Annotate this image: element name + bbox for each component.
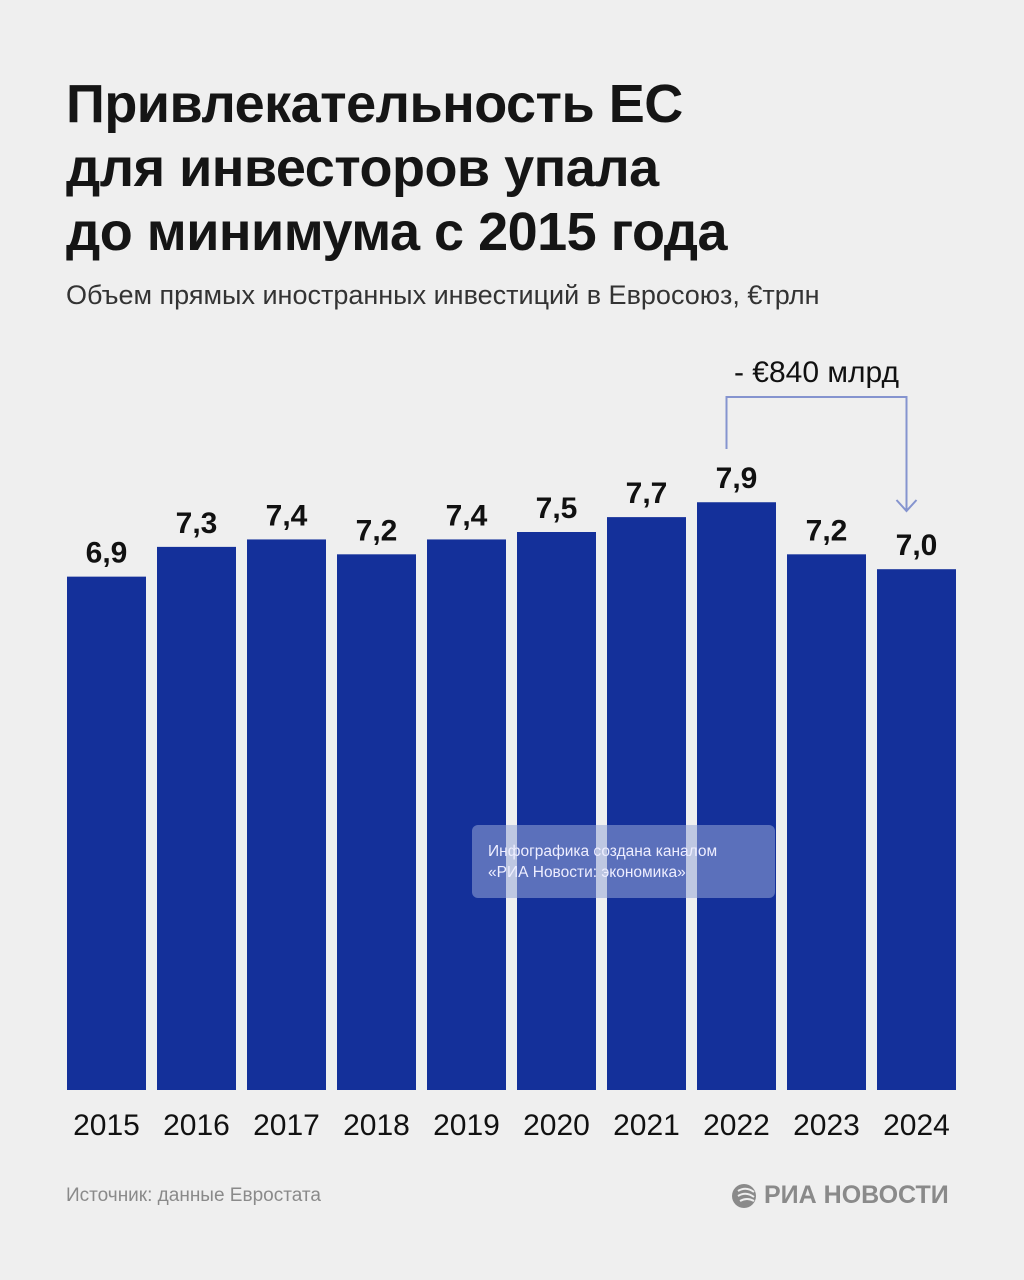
value-label: 7,5: [536, 492, 578, 525]
logo-text: РИА НОВОСТИ: [764, 1181, 949, 1209]
value-label: 7,0: [896, 529, 938, 562]
annotation-bracket: [725, 396, 908, 510]
value-label: 6,9: [86, 537, 128, 570]
bar: [517, 532, 596, 1090]
watermark-line: «РИА Новости: экономика»: [488, 864, 686, 881]
bar: [157, 546, 236, 1090]
value-label: 7,4: [446, 499, 488, 532]
x-tick-label: 2020: [523, 1109, 590, 1142]
annotation-label: - €840 млрд: [734, 356, 899, 389]
title-line: до минимума с 2015 года: [66, 202, 728, 262]
x-tick-label: 2019: [433, 1109, 500, 1142]
subtitle: Объем прямых иностранных инвестиций в Ев…: [66, 280, 820, 310]
bar: [877, 569, 956, 1090]
page-title: Привлекательность ЕС для инвесторов упал…: [66, 72, 728, 264]
bar: [697, 502, 776, 1090]
x-tick-label: 2023: [793, 1109, 860, 1142]
x-tick-label: 2018: [343, 1109, 410, 1142]
x-tick-label: 2024: [883, 1109, 950, 1142]
globe-logo-icon: [732, 1183, 756, 1208]
x-tick-label: 2021: [613, 1109, 680, 1142]
title-line: Привлекательность ЕС: [66, 74, 683, 134]
value-label: 7,7: [626, 477, 668, 510]
value-label: 7,3: [176, 507, 218, 540]
watermark-line: Инфографика создана каналом: [488, 843, 718, 860]
ria-logo: РИА НОВОСТИ: [730, 1181, 949, 1210]
x-tick-label: 2017: [253, 1109, 320, 1142]
value-label: 7,9: [716, 462, 758, 495]
bar: [337, 554, 416, 1090]
bar-chart: 6,9 2015 7,3 2016 7,4 2017 7,2 2018 7,4 2019 7,5 20…: [67, 356, 956, 1142]
x-tick-label: 2016: [163, 1109, 230, 1142]
source-note: Источник: данные Евростата: [66, 1185, 321, 1206]
bar: [787, 554, 866, 1090]
value-label: 7,2: [356, 514, 398, 547]
watermark: Инфографика создана каналом «РИА Новости…: [472, 825, 775, 898]
x-tick-label: 2022: [703, 1109, 770, 1142]
value-label: 7,4: [266, 499, 308, 532]
arrow-down-icon: [895, 499, 918, 513]
x-tick-label: 2015: [73, 1109, 140, 1142]
bar: [67, 576, 146, 1090]
value-label: 7,2: [806, 514, 848, 547]
title-line: для инвесторов упала: [66, 138, 659, 198]
bar: [247, 539, 326, 1090]
bar: [607, 517, 686, 1090]
bar: [427, 539, 506, 1090]
